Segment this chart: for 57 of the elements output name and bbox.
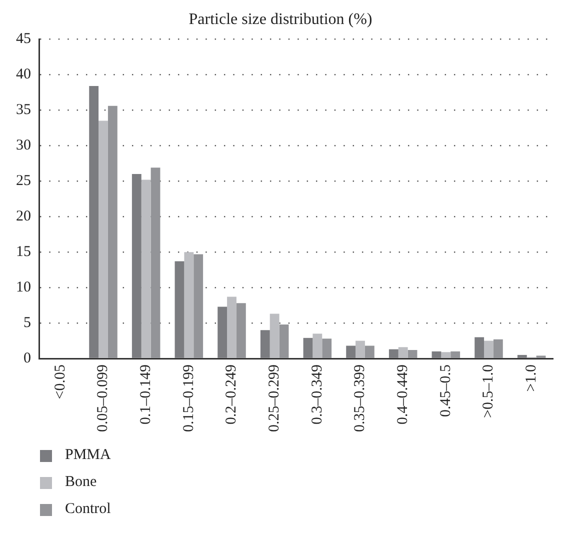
y-tick-label: 40 <box>16 66 31 83</box>
y-tick-label: 20 <box>16 208 31 225</box>
y-tick-label: 15 <box>16 244 31 260</box>
bar <box>493 339 503 358</box>
y-tick-label: 10 <box>16 279 31 296</box>
bar <box>218 306 228 358</box>
y-tick-label: 45 <box>16 31 31 48</box>
x-tick-label: >1.0 <box>524 364 540 392</box>
bar <box>98 120 108 358</box>
bar <box>346 346 356 358</box>
bar <box>408 350 418 358</box>
y-tick-label: 35 <box>16 102 31 118</box>
x-tick-label: 0.2–0.249 <box>224 364 240 424</box>
bar <box>150 168 160 358</box>
bar <box>322 338 332 358</box>
x-tick-label: 0.1–0.149 <box>138 364 154 424</box>
x-tick-label: 0.3–0.349 <box>309 364 326 424</box>
bar <box>303 338 313 358</box>
y-tick-label: 5 <box>24 314 31 331</box>
bar <box>388 349 398 358</box>
y-tick-label: 25 <box>16 173 31 190</box>
bar <box>432 351 442 358</box>
bar <box>108 106 118 358</box>
bar <box>260 330 270 358</box>
bar <box>484 340 494 358</box>
x-tick-label: <0.05 <box>52 364 68 400</box>
bar <box>141 180 151 358</box>
x-tick-label: 0.35–0.399 <box>352 364 368 432</box>
x-tick-label: 0.05–0.099 <box>95 364 112 432</box>
legend-label: Bone <box>65 474 97 491</box>
y-tick-label: 0 <box>24 350 31 366</box>
bar <box>398 347 408 358</box>
bar <box>89 86 99 358</box>
x-tick-label: 0.4–0.449 <box>395 364 412 424</box>
bar <box>227 296 236 358</box>
x-tick-label: >0.5–1.0 <box>480 364 497 418</box>
bar <box>312 334 322 358</box>
x-tick-label: 0.15–0.199 <box>180 364 197 432</box>
bar <box>356 340 365 358</box>
chart-title: Particle size distribution (%) <box>188 10 372 28</box>
bar <box>236 303 246 358</box>
x-tick-label: 0.45–0.5 <box>438 364 454 417</box>
bar <box>194 254 204 358</box>
bar <box>132 174 142 358</box>
bar <box>364 346 374 358</box>
bar <box>279 324 289 358</box>
bar <box>184 252 194 358</box>
bar <box>174 261 184 358</box>
x-tick-label: 0.25–0.299 <box>266 364 283 432</box>
bar <box>270 314 280 358</box>
bar <box>450 351 460 358</box>
y-tick-label: 30 <box>16 138 31 154</box>
bar <box>474 337 484 358</box>
bar <box>441 352 451 358</box>
legend-label: Control <box>65 501 111 518</box>
bar <box>517 354 527 358</box>
legend-label: PMMA <box>65 447 111 464</box>
